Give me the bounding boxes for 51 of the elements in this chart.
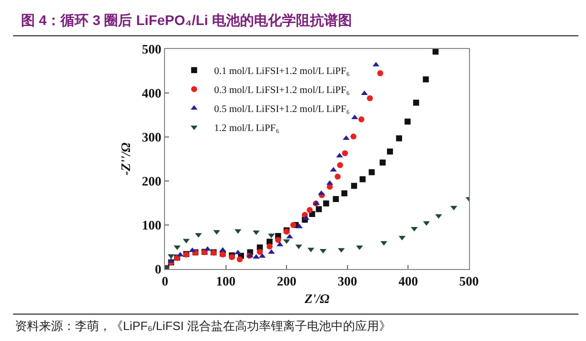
legend-label: 0.5 mol/L LiFSI+1.2 mol/L LiPF₆ [214, 104, 350, 115]
point [350, 134, 356, 140]
point [341, 190, 348, 196]
x-tick-label: 300 [338, 274, 358, 289]
point [360, 176, 366, 182]
point [432, 49, 439, 55]
y-tick-label: 500 [142, 42, 162, 57]
y-tick-label: 400 [142, 86, 162, 101]
point [342, 150, 348, 156]
point [306, 207, 313, 214]
point [323, 200, 330, 206]
point [368, 169, 375, 176]
point [396, 135, 402, 142]
legend-label: 0.3 mol/L LiFSI+1.2 mol/L LiPF₆ [214, 85, 350, 96]
point [316, 206, 322, 212]
x-tick-label: 400 [398, 274, 418, 289]
point [290, 222, 296, 228]
y-tick-label: 200 [142, 174, 162, 189]
point [334, 174, 341, 180]
x-axis-title: Z'/Ω [304, 291, 330, 306]
chart-title: 图 4：循环 3 圈后 LiFePO₄/Li 电池的电化学阻抗谱图 [21, 12, 352, 28]
y-axis-title: -Z''/Ω [118, 142, 133, 176]
legend-label: 0.1 mol/L LiFSI+1.2 mol/L LiPF₆ [214, 66, 350, 77]
point [386, 148, 393, 155]
point [337, 162, 344, 168]
point [336, 152, 343, 158]
point [275, 236, 282, 243]
point [377, 70, 384, 76]
y-tick-label: 100 [142, 218, 162, 233]
point [422, 76, 429, 82]
point [234, 229, 242, 234]
point [256, 248, 263, 255]
point [380, 160, 386, 166]
x-tick-label: 200 [276, 274, 296, 289]
point [332, 196, 339, 202]
point [236, 256, 243, 262]
point [413, 100, 420, 106]
y-tick-label: 0 [154, 262, 162, 277]
point [266, 244, 273, 250]
point [366, 95, 373, 102]
y-tick-label: 300 [142, 130, 162, 145]
point [351, 182, 358, 189]
point [234, 250, 242, 254]
point [358, 116, 364, 122]
x-tick-label: 100 [216, 274, 236, 289]
point [266, 238, 273, 245]
point [372, 62, 380, 66]
x-tick-label: 500 [459, 274, 479, 289]
text: 资料来源：李萌，《LiPF₆/LiFSI 混合盐在高功率锂离子电池中的应用》 [15, 319, 392, 333]
legend-label: 1.2 mol/L LiPF₆ [214, 123, 280, 134]
point [404, 118, 411, 125]
